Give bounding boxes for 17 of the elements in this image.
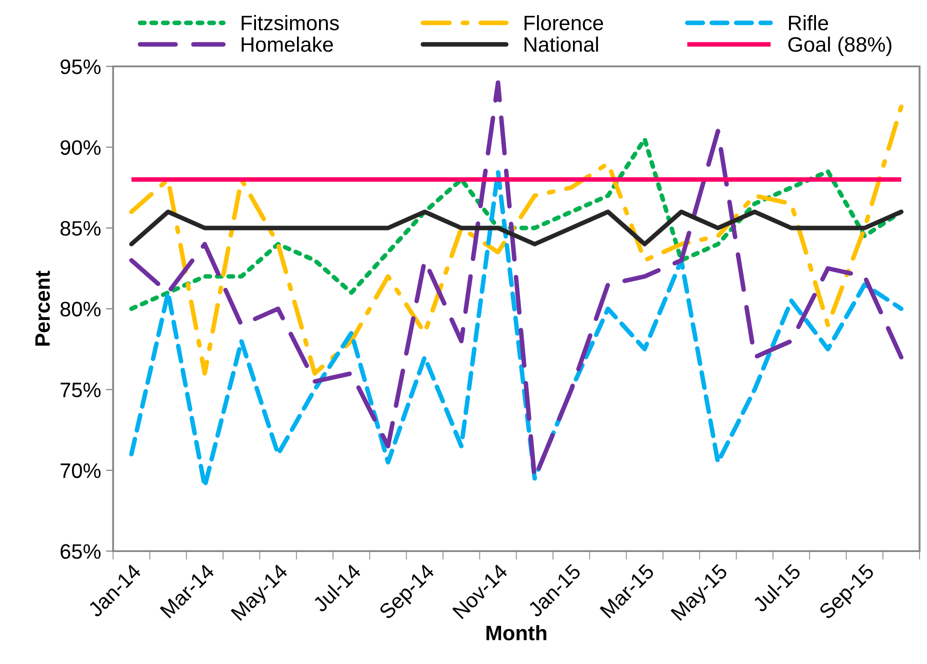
line-series	[129, 104, 904, 376]
legend-label: Homelake	[242, 36, 333, 52]
y-tick-label: 65%	[60, 544, 101, 559]
y-tick-label: 85%	[60, 220, 101, 236]
y-tick-label: 95%	[60, 59, 101, 74]
y-tick-label: 70%	[60, 463, 101, 478]
y-tick-label: 90%	[60, 140, 101, 155]
x-axis-title: Month	[486, 625, 546, 640]
y-axis-title: Percent	[35, 270, 50, 346]
y-tick-label: 75%	[60, 382, 101, 398]
legend-label: National	[524, 36, 598, 52]
legend-label: Rifle	[788, 15, 828, 30]
legend-label: Goal (88%)	[788, 36, 892, 56]
y-tick-label: 80%	[60, 302, 101, 317]
line-series	[129, 136, 904, 311]
legend-label: Florence	[524, 15, 604, 30]
legend-label: Fitzsimons	[242, 15, 339, 30]
